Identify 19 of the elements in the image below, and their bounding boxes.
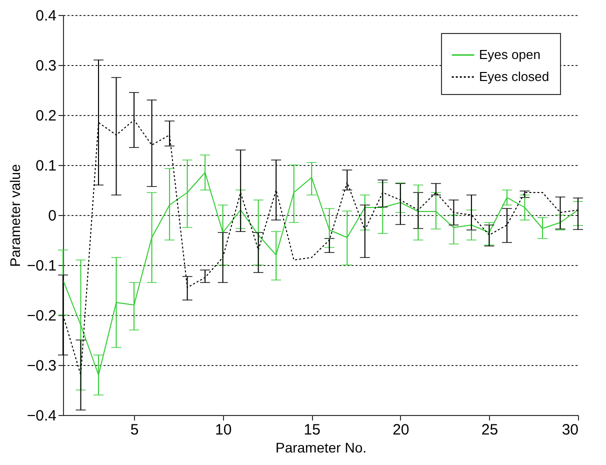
x-tick-label: 5	[130, 422, 139, 438]
y-tick-label: −0.3	[26, 358, 56, 374]
y-tick-label: 0.4	[36, 8, 56, 24]
legend-label: Eyes open	[479, 47, 540, 62]
x-tick-label: 15	[304, 422, 320, 438]
y-tick-label: −0.1	[26, 258, 56, 274]
y-tick-label: 0.2	[36, 108, 56, 124]
x-tick-label: 25	[481, 422, 498, 438]
y-tick-label: 0.3	[36, 58, 56, 74]
x-axis-title: Parameter No.	[275, 440, 367, 456]
y-tick-label: −0.4	[26, 408, 56, 424]
x-tick-label: 10	[214, 422, 232, 438]
y-tick-label: 0.1	[36, 158, 56, 174]
y-tick-label: −0.2	[26, 308, 56, 324]
y-axis-title: Parameter value	[6, 164, 23, 267]
x-tick-label: 30	[562, 422, 578, 438]
x-tick-label: 20	[392, 422, 410, 438]
y-tick-label: 0	[48, 208, 56, 224]
legend-label: Eyes closed	[479, 69, 550, 84]
